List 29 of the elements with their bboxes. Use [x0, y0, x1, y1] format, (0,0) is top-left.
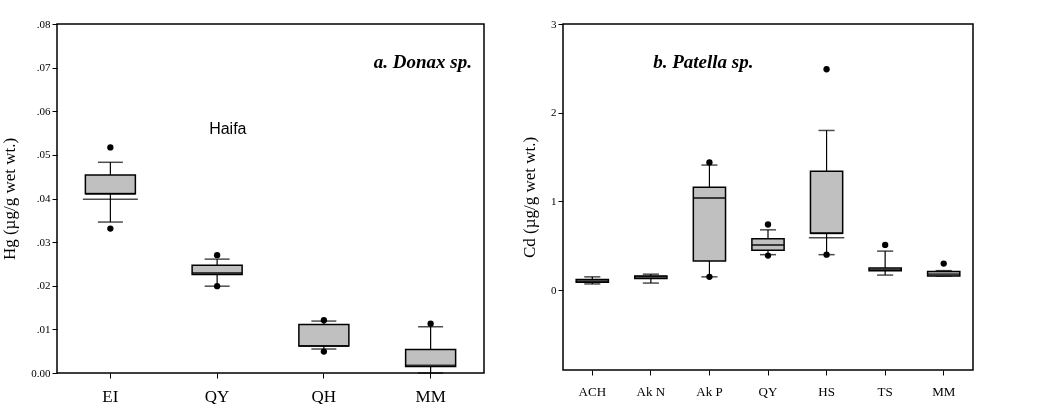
x-tick-label: EI — [102, 386, 119, 406]
y-tick-label: .06 — [36, 104, 51, 117]
text: a. Donax sp. — [373, 51, 472, 72]
x-tick-label: TS — [877, 383, 893, 399]
x-tick-label: Ak P — [696, 383, 723, 399]
x-tick-label: HS — [818, 383, 835, 399]
x-tick-label: MM — [932, 383, 956, 399]
y-tick-label: .01 — [36, 322, 51, 335]
x-tick-label: Ak N — [636, 383, 666, 399]
y-tick-label: .04 — [36, 192, 51, 204]
text: b. Patella sp. — [653, 51, 754, 72]
y-tick-label: 0 — [551, 283, 557, 296]
x-tick-label: QY — [758, 383, 778, 399]
annotation: Haifa — [209, 120, 247, 137]
x-tick-label: QH — [311, 386, 337, 406]
y-tick-label: .08 — [36, 17, 51, 30]
x-tick-label: ACH — [578, 383, 607, 399]
y-axis-title: Hg (µg/g wet wt.) — [0, 137, 20, 261]
y-tick-label: 0.00 — [31, 366, 51, 379]
y-tick-label: .03 — [36, 235, 51, 248]
y-tick-label: 1 — [551, 194, 557, 207]
x-tick-label: MM — [415, 386, 446, 406]
y-tick-label: 3 — [551, 17, 557, 30]
y-axis-title: Cd (µg/g wet wt.) — [520, 136, 539, 259]
y-tick-label: .02 — [36, 279, 51, 292]
y-tick-label: .07 — [36, 61, 51, 74]
y-tick-label: 2 — [551, 106, 557, 119]
x-tick-label: QY — [204, 386, 230, 406]
y-tick-label: .05 — [36, 148, 51, 161]
